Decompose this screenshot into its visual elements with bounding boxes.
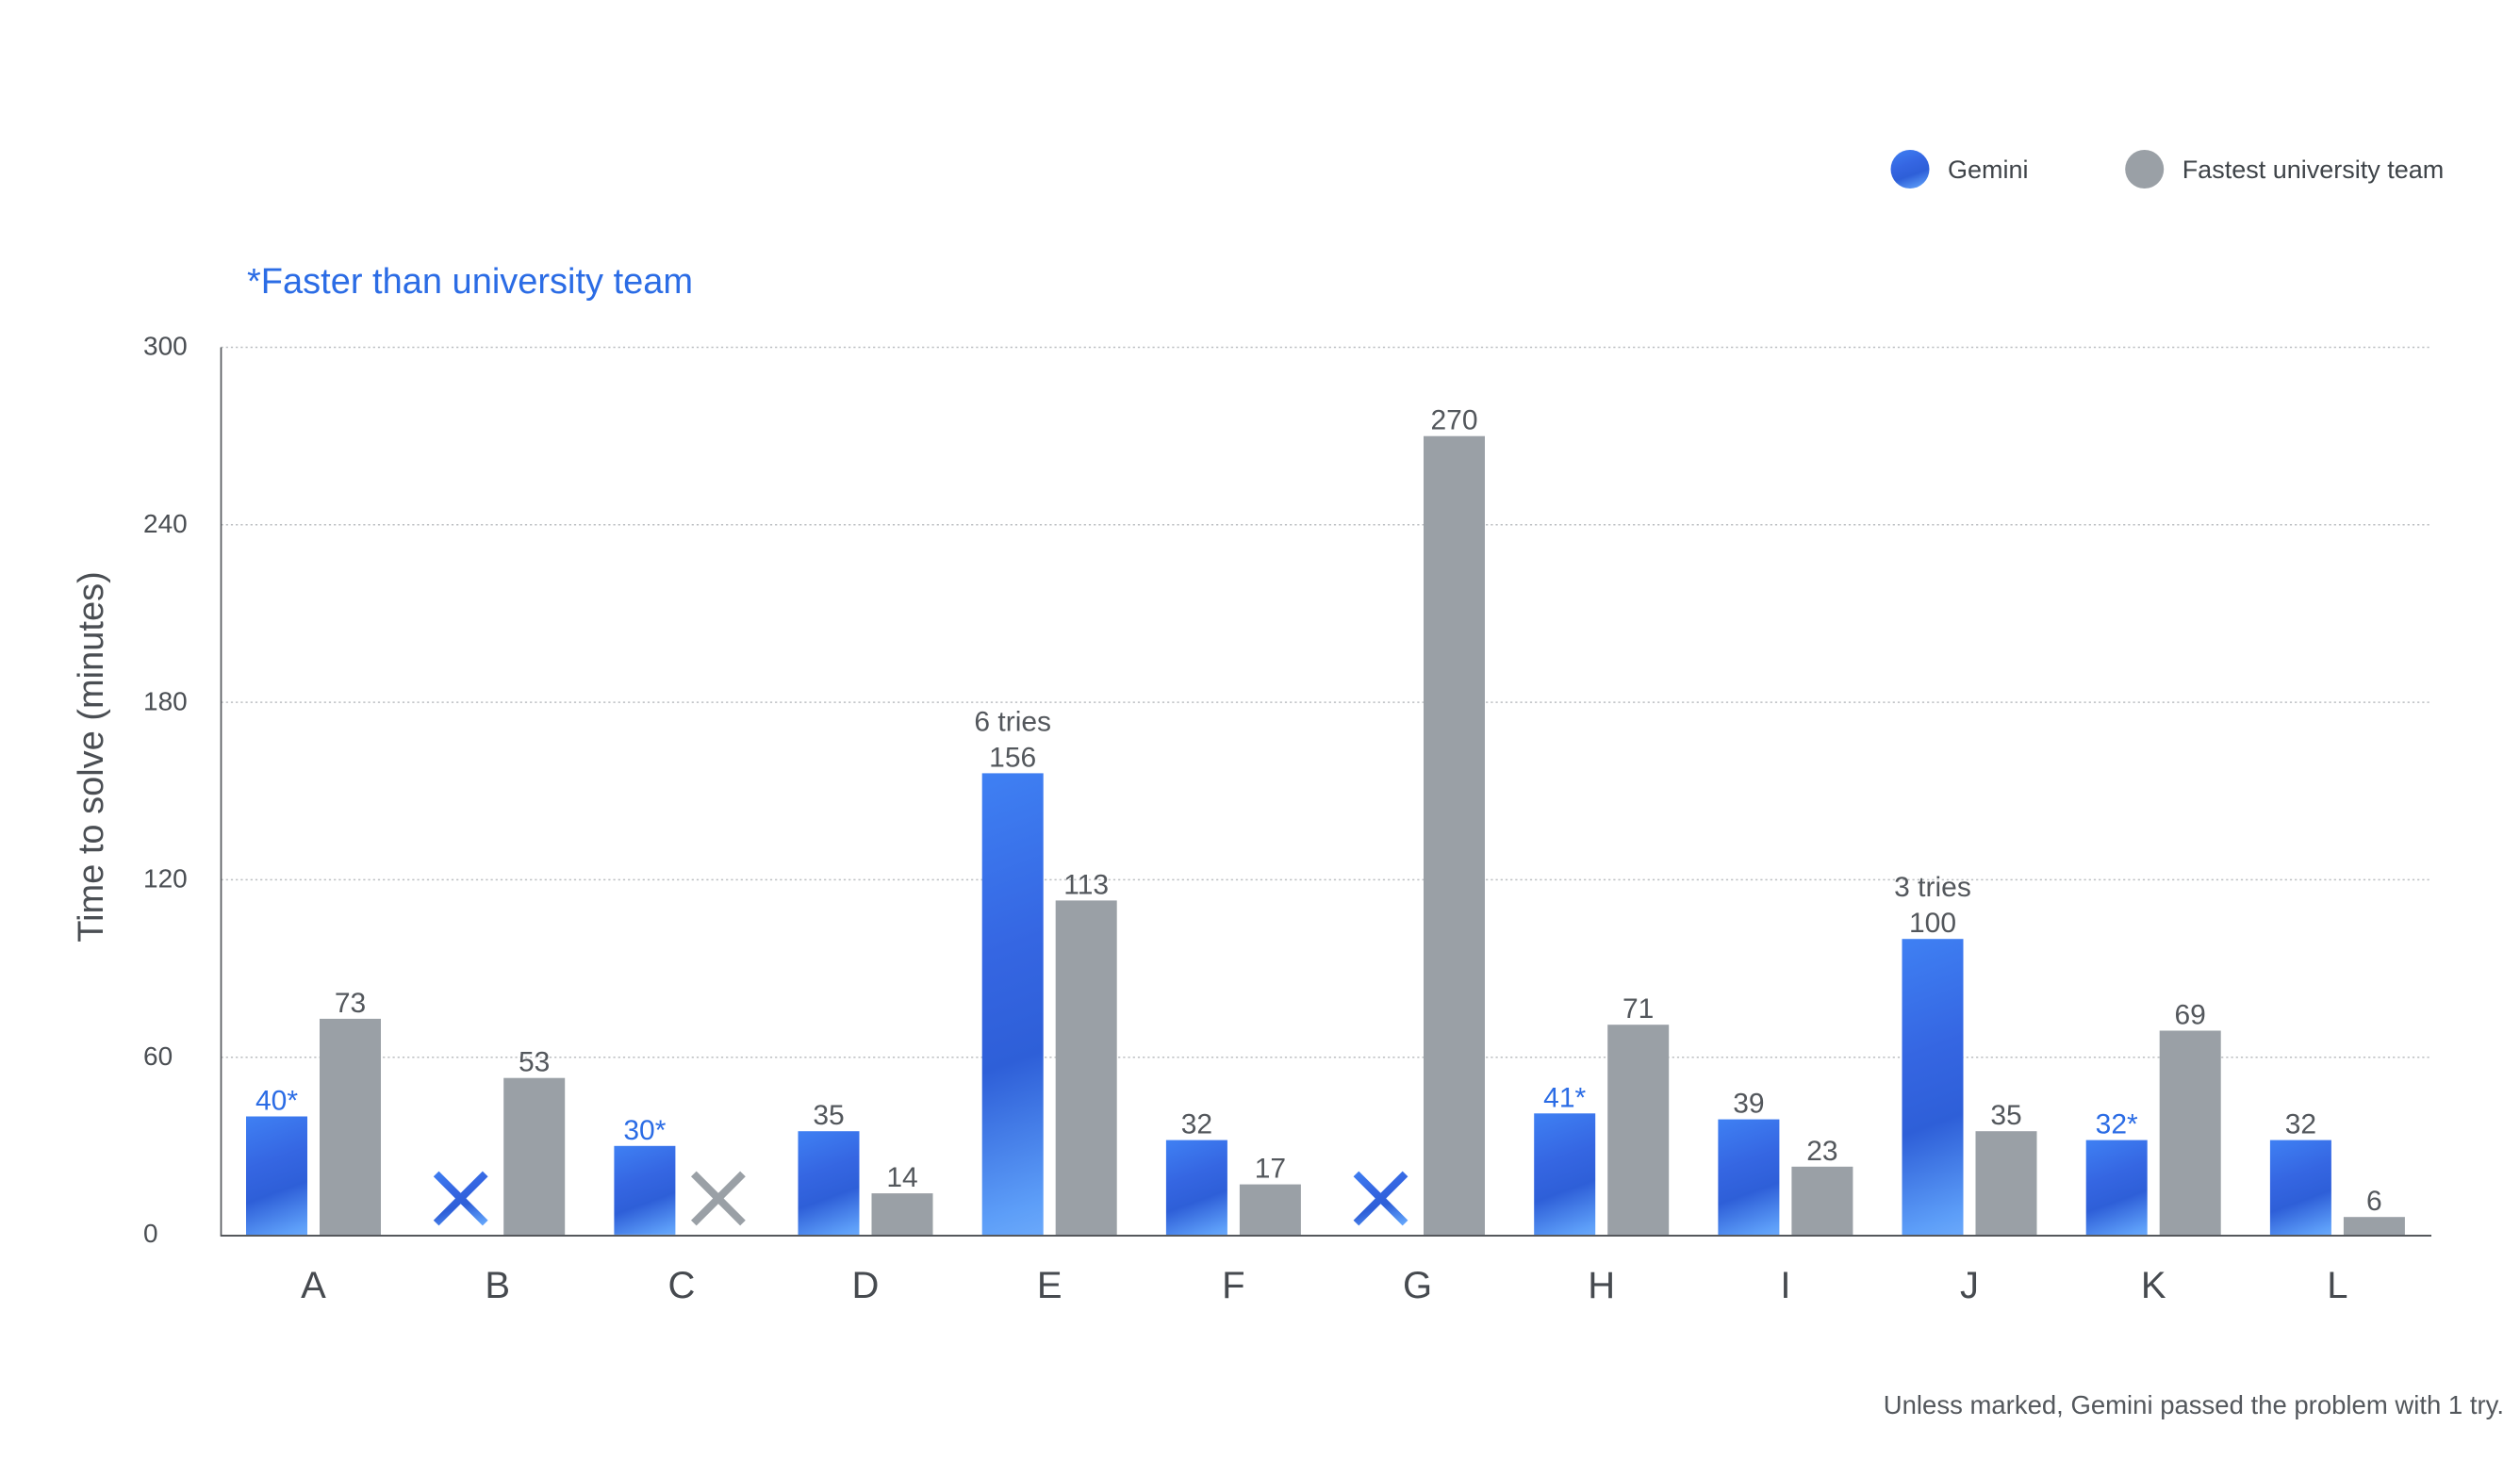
svg-text:Unless marked, Gemini passed t: Unless marked, Gemini passed the problem… <box>1884 1390 2504 1419</box>
svg-text:32: 32 <box>2285 1109 2316 1140</box>
svg-text:0: 0 <box>143 1219 158 1248</box>
svg-text:100: 100 <box>1909 908 1956 939</box>
svg-text:35: 35 <box>1990 1100 2021 1131</box>
svg-text:40*: 40* <box>255 1086 298 1117</box>
svg-text:32: 32 <box>1181 1109 1212 1140</box>
svg-text:6: 6 <box>2366 1186 2382 1217</box>
svg-text:J: J <box>1960 1265 1979 1306</box>
svg-text:71: 71 <box>1622 993 1654 1025</box>
svg-text:60: 60 <box>143 1041 173 1071</box>
svg-text:120: 120 <box>143 864 188 894</box>
svg-text:Fastest university team: Fastest university team <box>2182 156 2445 184</box>
svg-text:3 tries: 3 tries <box>1894 872 1971 903</box>
svg-text:K: K <box>2141 1265 2166 1306</box>
svg-text:Gemini: Gemini <box>1948 156 2029 184</box>
svg-text:69: 69 <box>2175 1000 2206 1031</box>
svg-text:300: 300 <box>143 332 188 361</box>
svg-text:E: E <box>1037 1265 1062 1306</box>
svg-text:C: C <box>667 1265 695 1306</box>
svg-text:L: L <box>2327 1265 2347 1306</box>
svg-text:180: 180 <box>143 686 188 715</box>
svg-text:Time to solve (minutes): Time to solve (minutes) <box>72 571 111 942</box>
svg-text:35: 35 <box>813 1100 844 1131</box>
svg-text:G: G <box>1403 1265 1432 1306</box>
svg-text:240: 240 <box>143 509 188 538</box>
svg-text:6 tries: 6 tries <box>974 706 1051 737</box>
svg-text:270: 270 <box>1430 405 1477 436</box>
svg-text:*Faster than university team: *Faster than university team <box>247 262 693 302</box>
svg-text:156: 156 <box>989 742 1036 773</box>
svg-text:A: A <box>301 1265 326 1306</box>
svg-text:39: 39 <box>1733 1089 1764 1120</box>
svg-text:14: 14 <box>886 1162 917 1193</box>
svg-text:23: 23 <box>1806 1136 1837 1167</box>
svg-text:73: 73 <box>335 988 366 1019</box>
svg-text:17: 17 <box>1255 1154 1286 1185</box>
svg-text:I: I <box>1780 1265 1790 1306</box>
svg-text:D: D <box>852 1265 880 1306</box>
svg-text:41*: 41* <box>1543 1082 1586 1113</box>
svg-text:32*: 32* <box>2096 1109 2138 1140</box>
svg-text:H: H <box>1588 1265 1615 1306</box>
svg-text:53: 53 <box>519 1047 550 1078</box>
svg-text:B: B <box>485 1265 510 1306</box>
svg-text:30*: 30* <box>623 1115 666 1146</box>
svg-text:F: F <box>1222 1265 1244 1306</box>
svg-text:113: 113 <box>1063 869 1109 900</box>
